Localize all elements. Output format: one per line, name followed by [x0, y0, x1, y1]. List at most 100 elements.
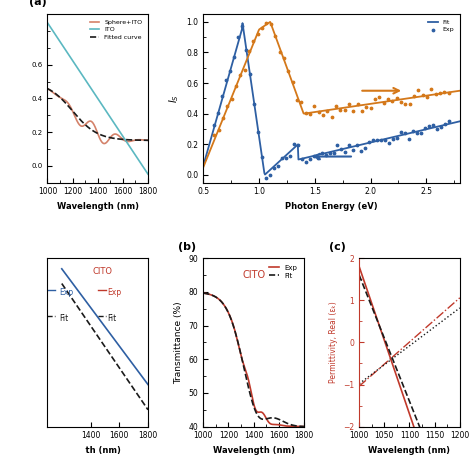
Point — [254, 31, 262, 38]
Exp — [383, 342, 389, 348]
Point — [237, 72, 244, 79]
Sphere+ITO — [45, 86, 50, 91]
Fit — [363, 288, 368, 293]
Exp — [377, 137, 385, 144]
Point — [363, 103, 370, 110]
Exp — [302, 158, 310, 166]
Exp — [389, 136, 397, 143]
X-axis label: Wavelength (nm): Wavelength (nm) — [368, 446, 450, 455]
Sphere+ITO — [92, 124, 98, 130]
Point — [445, 89, 452, 97]
Point — [258, 24, 266, 32]
Fit — [363, 141, 369, 146]
Exp — [306, 155, 313, 162]
Exp — [375, 319, 381, 324]
Point — [250, 37, 257, 45]
Exp — [255, 409, 261, 415]
Exp — [219, 92, 226, 100]
Exp — [346, 141, 353, 149]
ITO — [143, 168, 148, 173]
Sphere+ITO — [101, 141, 107, 146]
ITO — [127, 144, 133, 150]
Point — [397, 98, 405, 106]
Point — [419, 91, 427, 99]
Text: Exp: Exp — [59, 288, 73, 297]
Point — [276, 48, 283, 55]
Fit — [388, 135, 394, 140]
Exp — [298, 155, 306, 162]
Exp — [301, 424, 307, 429]
X-axis label: Wavelength (nm): Wavelength (nm) — [57, 202, 139, 211]
Point — [241, 66, 248, 74]
Y-axis label: Permittivity, Real (εₖ): Permittivity, Real (εₖ) — [328, 301, 337, 383]
Point — [246, 47, 253, 55]
Exp — [235, 34, 242, 41]
Sphere+ITO — [143, 137, 149, 143]
Point — [423, 93, 431, 101]
Sphere+ITO — [127, 138, 133, 144]
Exp — [238, 22, 246, 30]
Exp — [369, 136, 377, 143]
Fitted curve — [45, 86, 50, 91]
ITO — [99, 102, 105, 108]
ITO — [145, 171, 151, 177]
Fitted curve — [92, 129, 98, 135]
Exp — [425, 122, 433, 129]
Fit — [249, 397, 255, 403]
Point — [323, 108, 331, 115]
Exp — [250, 100, 258, 108]
Fitted curve — [127, 137, 133, 143]
Fit — [301, 424, 307, 429]
ITO — [93, 92, 99, 98]
Line: Fitted curve: Fitted curve — [47, 89, 148, 140]
Exp — [227, 67, 234, 75]
Point — [371, 95, 379, 102]
Point — [302, 109, 310, 117]
Point — [293, 96, 301, 103]
Exp — [350, 146, 357, 154]
Text: (b): (b) — [178, 242, 196, 252]
Point — [210, 131, 218, 138]
Point — [267, 20, 274, 28]
Fit — [255, 412, 261, 418]
Fitted curve — [93, 129, 99, 135]
Fit — [356, 272, 362, 278]
Point — [219, 114, 227, 122]
Legend: Exp, Fit: Exp, Fit — [266, 262, 301, 282]
Point — [401, 100, 409, 108]
Exp — [290, 140, 298, 147]
Point — [410, 92, 418, 100]
Exp — [260, 410, 266, 416]
Exp — [356, 264, 362, 270]
Fitted curve — [104, 134, 110, 140]
X-axis label:     th (nm): th (nm) — [74, 446, 121, 455]
Point — [284, 67, 292, 74]
Point — [341, 106, 348, 114]
X-axis label: Photon Energy (eV): Photon Energy (eV) — [285, 202, 378, 211]
Exp — [248, 389, 254, 395]
Point — [280, 54, 288, 61]
Exp — [441, 120, 448, 128]
Exp — [278, 155, 286, 162]
Point — [393, 94, 401, 102]
Exp — [270, 164, 278, 172]
Fit — [375, 319, 381, 325]
Exp — [437, 123, 445, 130]
Exp — [314, 155, 321, 162]
Point — [228, 95, 236, 103]
Exp — [223, 76, 230, 83]
Exp — [318, 149, 326, 157]
Point — [263, 19, 270, 27]
Exp — [354, 141, 361, 149]
Exp — [334, 141, 341, 148]
Exp — [242, 46, 250, 54]
Exp — [282, 155, 290, 162]
Fit — [303, 155, 309, 161]
Sphere+ITO — [105, 138, 110, 144]
Point — [349, 108, 357, 115]
Exp — [215, 109, 222, 117]
Exp — [405, 135, 413, 143]
Exp — [421, 124, 428, 131]
Fitted curve — [99, 132, 105, 138]
Exp — [310, 152, 318, 159]
